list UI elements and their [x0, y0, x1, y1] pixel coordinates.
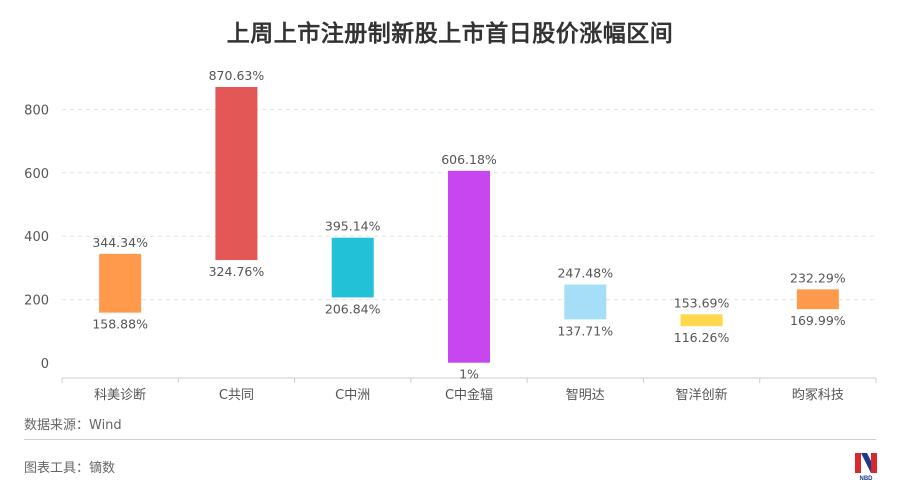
x-category-label: C中洲	[335, 388, 370, 403]
bar-high-label: 606.18%	[441, 152, 497, 167]
range-bar	[564, 284, 607, 320]
chart-tool-credit: 图表工具：镝数	[24, 461, 116, 476]
y-tick-label: 600	[24, 167, 49, 182]
range-bar	[448, 170, 490, 363]
bar-low-label: 1%	[459, 367, 479, 382]
x-category-label: C中金辐	[445, 387, 493, 403]
x-category-label: 昀冢科技	[792, 388, 844, 403]
x-category-label: 科美诊断	[94, 388, 146, 403]
x-category-label: 智明达	[566, 388, 605, 403]
bar-high-label: 344.34%	[92, 235, 148, 250]
y-tick-label: 400	[24, 230, 49, 245]
data-source: 数据来源：Wind	[24, 418, 122, 433]
bar-low-label: 324.76%	[209, 264, 265, 279]
bar-high-label: 870.63%	[209, 68, 265, 83]
logo-text: NBD	[860, 476, 874, 482]
bar-high-label: 247.48%	[557, 266, 613, 281]
range-bar	[796, 289, 839, 310]
y-tick-label: 200	[24, 294, 49, 309]
footer-divider	[24, 439, 876, 440]
bar-low-label: 158.88%	[92, 317, 148, 332]
floating-bar-chart: 0 200 400 600 800 344.34% 158.88% 科美诊断 870.63% 32…	[24, 68, 877, 403]
x-category-label: C共同	[219, 388, 254, 403]
bar-low-label: 137.71%	[557, 323, 613, 338]
range-bar	[331, 237, 374, 298]
chart-title: 上周上市注册制新股上市首日股价涨幅区间	[226, 21, 674, 47]
bar-high-label: 395.14%	[325, 219, 381, 234]
range-bar	[99, 253, 142, 313]
range-bar	[215, 87, 258, 261]
y-tick-label: 800	[24, 103, 49, 118]
nbd-logo: NBD	[855, 453, 877, 482]
bar-high-label: 232.29%	[790, 270, 846, 285]
bar-low-label: 206.84%	[325, 301, 381, 316]
range-bar	[680, 314, 723, 327]
x-category-label: 智洋创新	[676, 387, 728, 403]
y-tick-label: 0	[41, 357, 49, 372]
bar-low-label: 169.99%	[790, 313, 846, 328]
bar-low-label: 116.26%	[674, 330, 730, 345]
bar-high-label: 153.69%	[674, 295, 730, 310]
